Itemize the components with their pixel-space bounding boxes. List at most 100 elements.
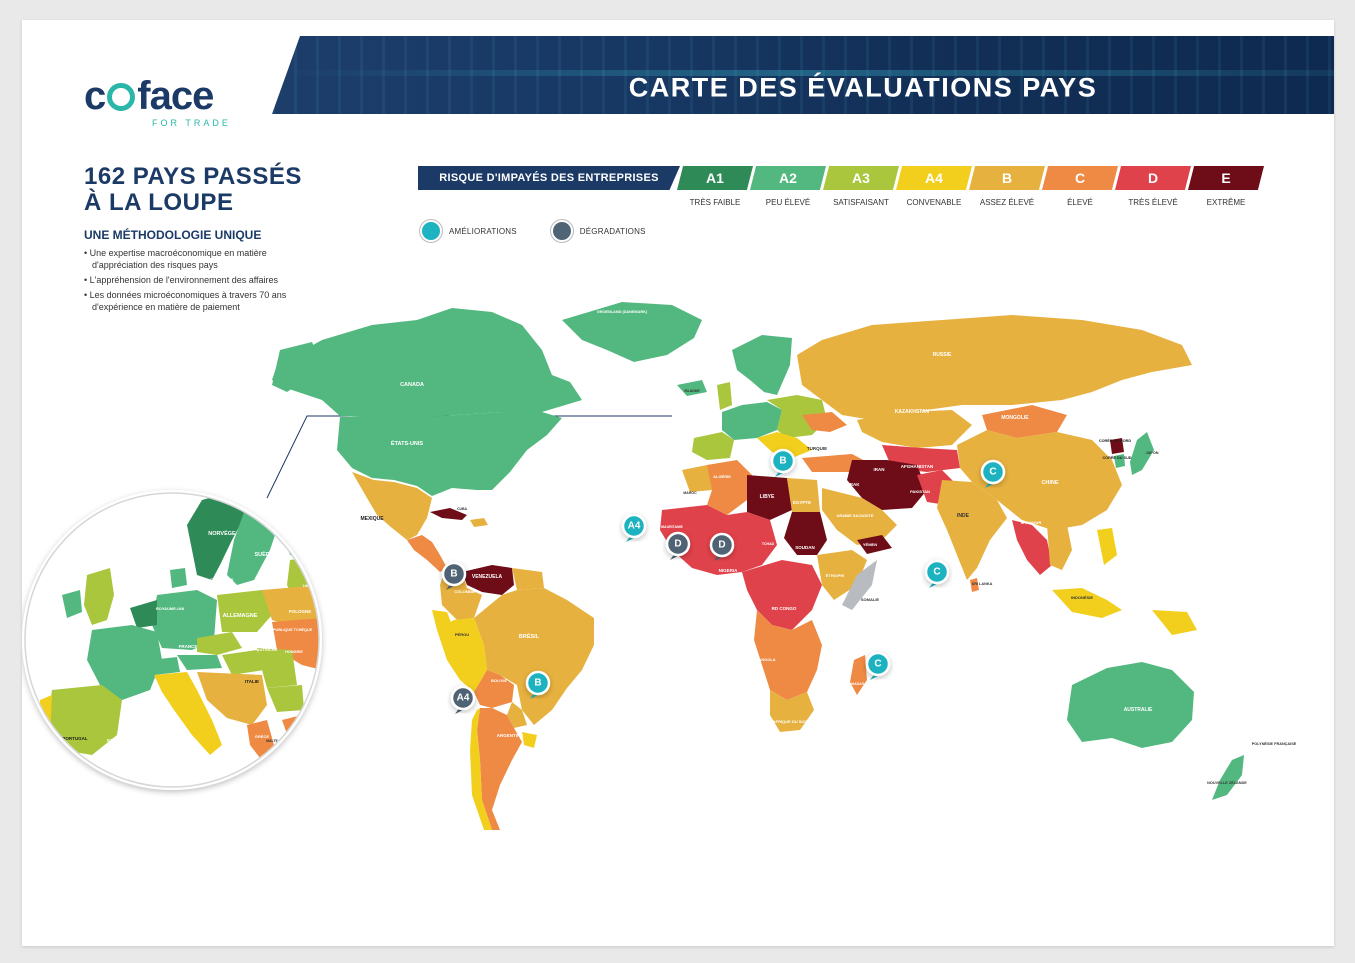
label-nz: NOUVELLE ZÉLANDE [1207, 780, 1247, 785]
region-scandinavia [732, 335, 792, 395]
zoom-roumanie [257, 648, 297, 688]
country-nz [1212, 755, 1244, 800]
marker-code: B [779, 456, 786, 467]
legend-rating-c: C ÉLEVÉ [1042, 166, 1118, 207]
label-mauritanie: MAURITANIE [661, 525, 683, 529]
country-greenland [562, 302, 702, 362]
label-hongrie: HONGRIE [285, 650, 303, 654]
zoom-autriche [177, 655, 222, 670]
map-marker-improvement: B [525, 670, 551, 699]
country-hispaniola [470, 518, 488, 527]
label-iran: IRAN [874, 467, 885, 472]
legend-label: ÉLEVÉ [1067, 198, 1093, 207]
zoom-danemark [170, 568, 187, 588]
legend-rating-a2: A2 PEU ÉLEVÉ [750, 166, 826, 207]
label-soudan: SOUDAN [795, 545, 815, 550]
map-marker-downgrade: D [665, 531, 691, 560]
map-marker-improvement: A4 [621, 513, 647, 542]
marker-code: C [874, 659, 881, 670]
country-paraguay [507, 702, 527, 728]
region-southeast-asia [1012, 520, 1052, 575]
country-yemen [857, 535, 892, 554]
country-venezuela [462, 565, 514, 595]
country-chili [470, 708, 492, 830]
country-coree-nord [1110, 438, 1124, 454]
risk-legend: RISQUE D'IMPAYÉS DES ENTREPRISES A1 TRÈS … [418, 166, 1264, 207]
legend-swatch: C [1042, 166, 1118, 190]
legend-swatch: A2 [750, 166, 826, 190]
legend-rating-b: B ASSEZ ÉLEVÉ [969, 166, 1045, 207]
marker-code: A4 [628, 521, 641, 532]
label-sri-lanka: SRI LANKA [972, 582, 993, 586]
zoom-rep-tcheque [197, 632, 242, 655]
label-turquie: TURQUIE [807, 446, 827, 451]
label-irlande: IRLANDE [118, 601, 136, 606]
improvement-marker-icon [420, 220, 442, 242]
bullet-item: Les données microéconomiques à travers 7… [84, 289, 314, 313]
region-east-africa [817, 550, 867, 600]
map-marker-downgrade: D [709, 532, 735, 561]
region-central-africa [742, 560, 822, 630]
country-indonesie [1052, 588, 1122, 618]
label-egypte: ÉGYPTE [793, 498, 811, 505]
label-finlande: FINLANDE [300, 541, 328, 547]
zoom-grece [247, 720, 274, 758]
zoom-hongrie [222, 650, 264, 675]
country-japon [1130, 432, 1154, 475]
label-australie: AUSTRALIE [1124, 707, 1153, 713]
country-italie-balkans [757, 432, 812, 458]
label-mexique: MEXIQUE [360, 516, 384, 522]
downgrade-legend: DÉGRADATIONS [550, 220, 646, 242]
map-marker-improvement: C [865, 651, 891, 680]
label-pologne: POLOGNE [289, 609, 312, 614]
country-papouasie [1152, 610, 1197, 635]
label-bulgarie: BULGARIE [323, 684, 344, 689]
zoom-pologne [217, 590, 272, 632]
legend-swatch: B [969, 166, 1045, 190]
zoom-allemagne [152, 590, 217, 650]
country-cuba [430, 508, 467, 520]
label-islande: ISLANDE [684, 389, 700, 393]
label-perou: PÉROU [455, 632, 469, 637]
marker-code: C [933, 567, 940, 578]
europe-zoom: NORVÈGE SUÈDE FINLANDE ROYAUME-UNI IRLAN… [22, 490, 344, 790]
zoom-east [262, 585, 319, 630]
label-norvege: NORVÈGE [208, 529, 236, 537]
page-headline: 162 PAYS PASSÉS À LA LOUPE [84, 163, 302, 216]
label-canada: CANADA [400, 382, 424, 388]
zoom-espagne [47, 685, 122, 755]
label-myanmar: MYANMAR [1021, 520, 1042, 525]
label-polynesie: POLYNÉSIE FRANÇAISE [1252, 741, 1297, 746]
zoom-uk [84, 568, 114, 625]
country-canada [272, 308, 582, 418]
legend-label: SATISFAISANT [833, 198, 889, 207]
legend-swatch: A4 [896, 166, 972, 190]
country-uruguay [522, 732, 537, 748]
label-angola: ANGOLA [758, 657, 775, 662]
zoom-suisse [150, 657, 180, 675]
label-maroc: MAROC [683, 491, 697, 495]
label-kazakhstan: KAZAKHSTAN [895, 409, 930, 415]
label-autriche: AUTRICHE [257, 647, 278, 652]
legend-label: EXTRÊME [1206, 198, 1246, 207]
label-chine: CHINE [1041, 480, 1058, 486]
changes-legend: AMÉLIORATIONS DÉGRADATIONS [420, 220, 646, 242]
legend-swatch: E [1188, 166, 1264, 190]
marker-code: C [989, 467, 996, 478]
legend-label: PEU ÉLEVÉ [765, 198, 811, 207]
header-banner: CARTE DES ÉVALUATIONS PAYS [272, 36, 1334, 114]
region-west-europe [722, 402, 782, 440]
label-irak: IRAK [849, 482, 861, 487]
label-lettonie: LETTONIE [313, 567, 332, 571]
label-pakistan: PAKISTAN [910, 489, 930, 494]
marker-code: A4 [457, 693, 470, 704]
label-rep-tcheque: RÉPUBLIQUE TCHÈQUE [268, 627, 313, 632]
label-ethiopie: ÉTHIOPIE [826, 573, 845, 578]
country-inde [937, 480, 1007, 580]
label-rd-congo: RD CONGO [772, 606, 797, 611]
label-portugal: PORTUGAL [62, 736, 88, 741]
label-mongolie: MONGOLIE [1001, 415, 1029, 421]
legend-rating-e: E EXTRÊME [1188, 166, 1264, 207]
label-libye: LIBYE [760, 494, 775, 500]
label-allemagne: ALLEMAGNE [223, 613, 258, 619]
